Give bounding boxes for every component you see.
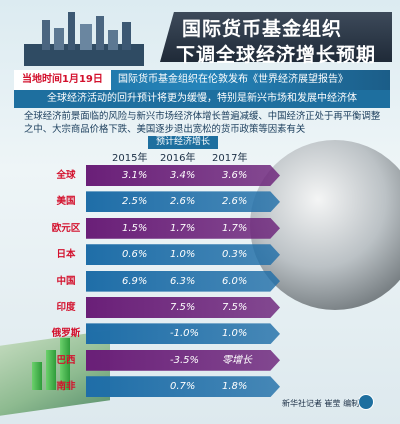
country-label: 日本 — [56, 249, 76, 261]
value-2015: 3.1% — [122, 170, 148, 181]
value-2017: 6.0% — [222, 275, 248, 287]
value-2017: 1.0% — [222, 328, 248, 340]
value-2016: -3.5% — [170, 354, 200, 366]
value-2017: 3.6% — [222, 170, 248, 181]
column-header-2016: 2016年 — [160, 153, 196, 164]
city-skyline-image — [24, 12, 144, 66]
forecast-label: 预计经济增长 — [148, 136, 219, 149]
row-band — [86, 270, 280, 292]
title-banner — [160, 12, 392, 62]
value-2016: 0.7% — [170, 381, 196, 393]
table-row: 欧元区 1.5% 1.7% 1.7% — [46, 217, 280, 239]
value-2015: 6.9% — [122, 275, 148, 287]
row-band — [86, 297, 280, 318]
country-label: 美国 — [56, 196, 76, 208]
value-2015: 2.5% — [122, 196, 148, 208]
row-band — [86, 244, 280, 266]
value-2016: 1.0% — [170, 249, 196, 261]
value-2016: 1.7% — [170, 222, 196, 234]
date-label: 当地时间1月19日 — [14, 70, 111, 90]
value-2017: 7.5% — [222, 302, 248, 313]
country-label: 巴西 — [56, 354, 76, 366]
page-title-line2: 下调全球经济增长预期 — [176, 44, 377, 66]
country-label: 俄罗斯 — [51, 328, 81, 340]
row-band — [86, 376, 280, 398]
table-row: 中国 6.9% 6.3% 6.0% — [46, 270, 280, 292]
table-row: 美国 2.5% 2.6% 2.6% — [46, 191, 280, 213]
country-label: 中国 — [56, 275, 76, 287]
table-row: 俄罗斯 -1.0% 1.0% — [46, 323, 280, 345]
xinhua-logo-icon — [358, 394, 374, 410]
table-row: 巴西 -3.5% 零增长 — [46, 349, 280, 371]
row-band — [86, 165, 280, 186]
column-header-2015: 2015年 — [112, 153, 148, 164]
value-2016: 2.6% — [170, 196, 196, 208]
country-label: 南非 — [56, 381, 76, 393]
table-row: 印度 7.5% 7.5% — [46, 297, 280, 318]
value-2017: 零增长 — [222, 354, 252, 366]
summary-paragraph: 全球经济前景面临的风险与新兴市场经济体增长普遍减缓、中国经济正处于再平衡调整之中… — [24, 111, 381, 135]
value-2016: 6.3% — [170, 275, 196, 287]
value-2017: 1.7% — [222, 222, 248, 234]
credit-text: 新华社记者 崔莹 编制 — [282, 399, 360, 408]
table-row: 全球 3.1% 3.4% 3.6% — [46, 165, 280, 186]
value-2015: 1.5% — [122, 222, 148, 234]
table-row: 南非 0.7% 1.8% — [46, 376, 280, 398]
page-title-line1: 国际货币基金组织 — [182, 18, 343, 40]
column-header-2017: 2017年 — [212, 153, 248, 164]
value-2016: 3.4% — [170, 170, 196, 181]
country-label: 欧元区 — [51, 222, 81, 234]
value-2017: 1.8% — [222, 381, 248, 393]
country-label: 全球 — [56, 170, 76, 181]
subtitle: 全球经济活动的回升预计将更为缓慢，特别是新兴市场和发展中经济体 — [14, 90, 390, 108]
row-band — [86, 217, 280, 239]
value-2016: -1.0% — [170, 328, 200, 340]
value-2017: 0.3% — [222, 249, 248, 261]
row-band — [86, 323, 280, 345]
value-2017: 2.6% — [222, 196, 248, 208]
table-row: 日本 0.6% 1.0% 0.3% — [46, 244, 280, 266]
row-band — [86, 191, 280, 213]
dateline-text: 国际货币基金组织在伦敦发布《世界经济展望报告》 — [118, 74, 348, 85]
value-2015: 0.6% — [122, 249, 148, 261]
value-2016: 7.5% — [170, 302, 196, 313]
row-band — [86, 349, 280, 371]
country-label: 印度 — [56, 302, 76, 313]
bar-chart-decoration — [28, 330, 98, 390]
